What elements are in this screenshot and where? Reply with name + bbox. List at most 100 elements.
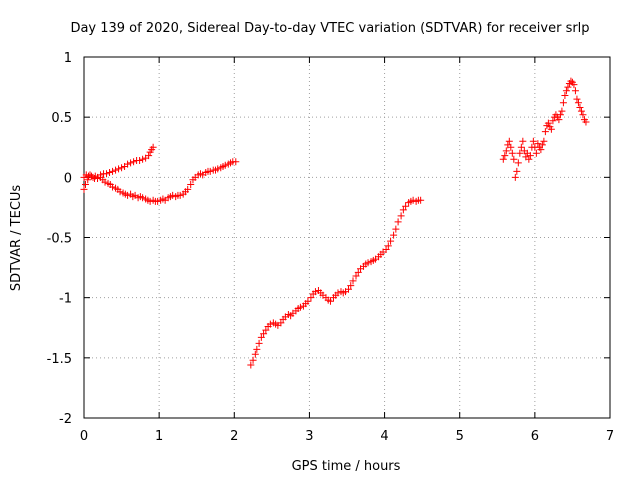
- data-point: [296, 303, 304, 311]
- data-point: [538, 141, 546, 149]
- data-point: [221, 161, 229, 169]
- data-point: [260, 330, 268, 338]
- data-point: [347, 282, 355, 290]
- data-point: [349, 277, 357, 285]
- data-point: [255, 339, 263, 347]
- data-point: [529, 137, 537, 145]
- data-point: [232, 158, 240, 166]
- data-point: [532, 149, 540, 157]
- data-point: [80, 185, 88, 193]
- series-segment-1b: [80, 143, 157, 183]
- data-point: [561, 92, 569, 100]
- data-point: [247, 361, 255, 369]
- data-point: [253, 345, 261, 353]
- data-point: [516, 149, 524, 157]
- x-axis-label: GPS time / hours: [292, 459, 401, 474]
- data-point: [574, 99, 582, 107]
- data-point: [145, 152, 153, 160]
- series-segment-2: [247, 196, 425, 369]
- y-tick-labels: 1 0.5 0 -0.5 -1 -1.5 -2: [47, 51, 72, 427]
- data-point: [101, 178, 109, 186]
- data-point: [519, 137, 527, 145]
- x-tick-label: 7: [606, 429, 614, 444]
- plot-frame: [83, 56, 611, 419]
- data-point: [149, 143, 157, 151]
- y-tick-label: 1: [64, 51, 72, 66]
- data-point: [508, 149, 516, 157]
- data-point: [184, 185, 192, 193]
- data-point: [103, 170, 111, 178]
- x-tick-label: 3: [305, 429, 313, 444]
- data-point: [505, 137, 513, 145]
- data-point: [97, 171, 105, 179]
- data-point: [109, 167, 117, 175]
- data-point: [390, 231, 398, 239]
- data-point: [558, 107, 566, 115]
- data-point: [277, 319, 285, 327]
- data-point: [541, 128, 549, 136]
- data-point: [549, 117, 557, 125]
- data-point: [115, 165, 123, 173]
- data-point: [576, 104, 584, 112]
- x-tick-label: 0: [80, 429, 88, 444]
- data-point: [187, 181, 195, 189]
- y-tick-label: 0: [64, 171, 72, 186]
- data-point: [304, 297, 312, 305]
- data-point: [124, 160, 132, 168]
- data-point: [501, 152, 509, 160]
- y-tick-label: 0.5: [51, 111, 72, 126]
- data-point: [540, 137, 548, 145]
- data-point: [392, 225, 400, 233]
- data-point: [556, 111, 564, 119]
- x-tick-label: 6: [531, 429, 539, 444]
- data-point: [544, 119, 552, 127]
- data-point: [364, 259, 372, 267]
- data-point: [130, 158, 138, 166]
- data-point: [564, 83, 572, 91]
- data-point: [249, 356, 257, 364]
- data-point: [91, 175, 99, 183]
- data-point: [176, 191, 184, 199]
- data-point: [526, 152, 534, 160]
- data-point: [562, 87, 570, 95]
- data-point: [567, 77, 575, 85]
- data-point: [154, 197, 162, 205]
- data-point: [510, 155, 518, 163]
- data-point: [573, 95, 581, 103]
- data-point: [387, 237, 395, 245]
- data-point: [502, 147, 510, 155]
- data-point: [118, 164, 126, 172]
- data-point: [582, 118, 590, 126]
- data-point: [262, 326, 270, 334]
- axis-ticks: [83, 56, 611, 419]
- data-point: [257, 333, 265, 341]
- data-point: [507, 143, 515, 151]
- data-point: [534, 140, 542, 148]
- y-axis-label: SDTVAR / TECUs: [9, 185, 24, 292]
- data-point: [571, 87, 579, 95]
- data-point: [517, 143, 525, 151]
- data-point: [106, 169, 114, 177]
- data-points: [80, 77, 590, 369]
- grid-lines: [84, 57, 610, 418]
- data-point: [326, 297, 334, 305]
- data-point: [417, 196, 425, 204]
- data-point: [514, 159, 522, 167]
- data-point: [354, 268, 362, 276]
- data-point: [206, 167, 214, 175]
- data-point: [345, 285, 353, 293]
- data-point: [311, 288, 319, 296]
- x-tick-labels: 0 1 2 3 4 5 6 7: [80, 429, 614, 444]
- data-point: [577, 107, 585, 115]
- data-point: [136, 156, 144, 164]
- data-point: [384, 242, 392, 250]
- x-tick-label: 2: [230, 429, 238, 444]
- data-point: [84, 176, 92, 184]
- data-point: [394, 218, 402, 226]
- data-point: [127, 159, 135, 167]
- data-point: [352, 272, 360, 280]
- data-point: [382, 246, 390, 254]
- data-point: [511, 173, 519, 181]
- x-tick-label: 5: [456, 429, 464, 444]
